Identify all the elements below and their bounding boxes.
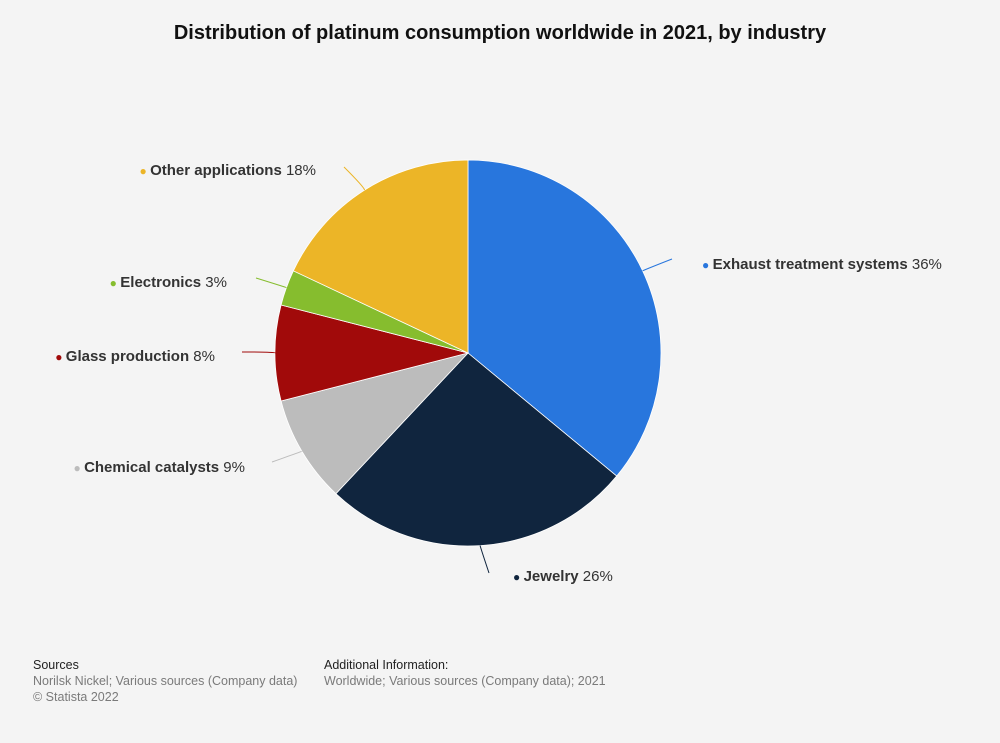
copyright-text: © Statista 2022 xyxy=(33,690,119,704)
leader-line xyxy=(241,351,276,354)
slice-label-value: 3% xyxy=(201,274,227,291)
slice-label-name: Glass production xyxy=(66,348,189,365)
sources-heading: Sources xyxy=(33,658,79,672)
leader-line xyxy=(255,277,287,289)
slice-label: ● Jewelry 26% xyxy=(513,568,613,585)
legend-bullet-icon: ● xyxy=(702,258,713,272)
slice-label: ● Electronics 3% xyxy=(110,274,227,291)
chart-title: Distribution of platinum consumption wor… xyxy=(173,22,827,44)
leader-line xyxy=(271,450,303,463)
sources-block: Sources Norilsk Nickel; Various sources … xyxy=(33,657,297,705)
slice-label-value: 8% xyxy=(189,348,215,365)
slice-label-value: 26% xyxy=(579,568,613,585)
slice-labels: ● Exhaust treatment systems 36%● Jewelry… xyxy=(55,162,942,585)
slice-label: ● Exhaust treatment systems 36% xyxy=(702,256,942,273)
legend-bullet-icon: ● xyxy=(513,570,524,584)
slice-label-name: Electronics xyxy=(120,274,201,291)
slice-label-name: Jewelry xyxy=(524,568,580,585)
legend-bullet-icon: ● xyxy=(140,164,151,178)
pie-slice-chemical-catalysts[interactable] xyxy=(280,352,470,495)
slice-label-name: Exhaust treatment systems xyxy=(713,256,908,273)
additional-info-block: Additional Information: Worldwide; Vario… xyxy=(324,657,606,689)
additional-info-text: Worldwide; Various sources (Company data… xyxy=(324,674,606,688)
sources-text: Norilsk Nickel; Various sources (Company… xyxy=(33,674,298,688)
slice-label: ● Glass production 8% xyxy=(55,348,215,365)
slice-label-value: 18% xyxy=(282,162,316,179)
slice-label: ● Chemical catalysts 9% xyxy=(73,459,245,476)
legend-bullet-icon: ● xyxy=(55,350,66,364)
leader-line xyxy=(343,166,366,191)
legend-bullet-icon: ● xyxy=(73,461,84,475)
slice-label-value: 9% xyxy=(219,459,245,476)
pie-slices xyxy=(274,159,662,547)
additional-info-heading: Additional Information: xyxy=(324,658,449,672)
slice-label-name: Other applications xyxy=(150,162,282,179)
leader-line xyxy=(642,258,673,272)
slice-label: ● Other applications 18% xyxy=(140,162,317,179)
slice-label-name: Chemical catalysts xyxy=(84,459,219,476)
leader-line xyxy=(479,545,490,574)
slice-label-value: 36% xyxy=(908,256,942,273)
legend-bullet-icon: ● xyxy=(110,276,121,290)
pie-slice-other-applications[interactable] xyxy=(292,159,469,354)
